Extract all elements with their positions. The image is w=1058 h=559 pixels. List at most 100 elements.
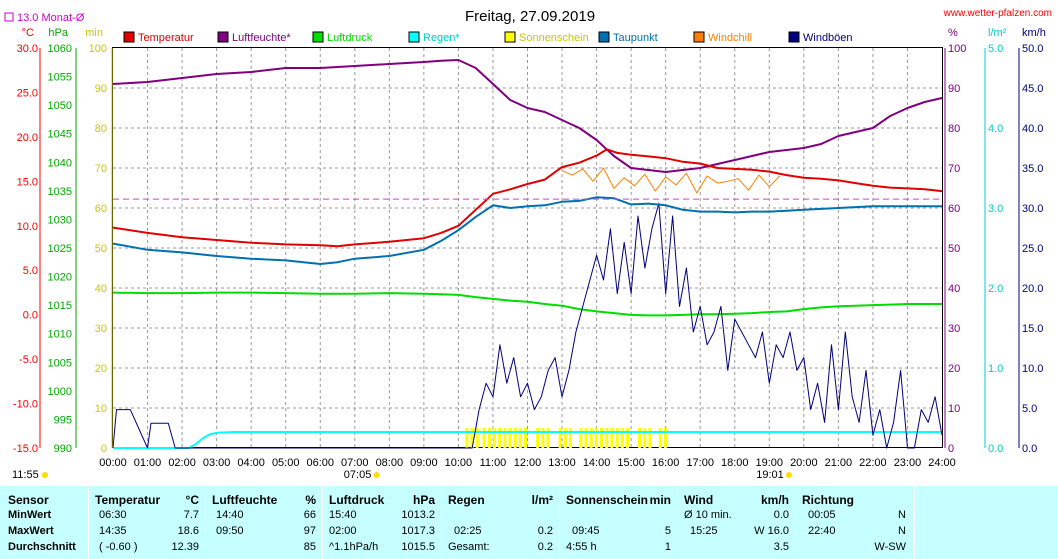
sun-time-label: 07:05 <box>344 469 372 481</box>
x-tick: 22:00 <box>859 457 887 469</box>
x-axis: 00:00 01:00 02:00 03:00 04:00 05:00 06:00 07:00… <box>12 457 956 481</box>
legend-swatch <box>123 31 135 43</box>
unit-rain: l/m² <box>988 27 1007 39</box>
stats-sonne-header: Sonnenschein <box>566 493 649 507</box>
series-regen <box>113 431 942 449</box>
grid <box>113 48 942 448</box>
stats-temp-avg-value: 12.39 <box>171 541 199 553</box>
legend-label: Luftfeuchte* <box>232 32 291 44</box>
tick-rain: 2.0 <box>988 283 1003 295</box>
legend-swatch <box>312 31 324 43</box>
tick-wind: 25.0 <box>1022 243 1043 255</box>
sunshine-bar <box>508 428 512 448</box>
x-tick: 09:00 <box>410 457 438 469</box>
sunshine-bars <box>465 428 667 448</box>
x-tick: 18:00 <box>721 457 749 469</box>
stats-temp-max-value: 18.6 <box>177 525 199 537</box>
stats-richtung-header: Richtung <box>802 493 854 507</box>
tick-pressure: 1045 <box>48 129 72 141</box>
tick-rain: 1.0 <box>988 363 1003 375</box>
month-avg-label: 13.0 Monat-Ø <box>17 12 85 24</box>
stats-press-avg-value: 1015.5 <box>401 541 435 553</box>
tick-pressure: 1015 <box>48 300 72 312</box>
tick-pressure: 1035 <box>48 186 72 198</box>
sun-icon <box>785 472 792 478</box>
stats-regen-unit: l/m² <box>531 493 553 507</box>
sunshine-bar <box>620 428 624 448</box>
tick-humidity: 90 <box>948 83 960 95</box>
x-tick: 13:00 <box>548 457 576 469</box>
stats-row-label-max: MaxWert <box>8 525 54 537</box>
tick-humidity: 70 <box>948 163 960 175</box>
sunshine-bar <box>482 428 486 448</box>
stats-hum-min-value: 66 <box>303 509 316 521</box>
series-layer <box>112 59 943 449</box>
stats-press-max-value: 1017.3 <box>401 525 435 537</box>
sunshine-bar <box>579 428 583 448</box>
stats-row-label-min: MinWert <box>8 509 52 521</box>
sunshine-bar <box>498 428 502 448</box>
tick-minutes: 30 <box>95 323 107 335</box>
series-luftdruck <box>112 291 942 317</box>
x-tick: 24:00 <box>928 457 956 469</box>
stats-hum-avg-value: 85 <box>303 541 316 553</box>
tick-pressure: 990 <box>54 443 72 455</box>
stats-luftfeuchte: Luftfeuchte % 14:40 66 09:50 97 85 <box>206 486 322 559</box>
x-tick: 00:00 <box>99 457 127 469</box>
sunshine-bar <box>503 428 507 448</box>
tick-humidity: 100 <box>948 43 966 55</box>
tick-wind: 10.0 <box>1022 363 1043 375</box>
x-tick: 14:00 <box>583 457 611 469</box>
sun-icon <box>373 472 380 478</box>
tick-wind: 20.0 <box>1022 283 1043 295</box>
site-link[interactable]: www.wetter-pfalzen.com <box>943 8 1052 19</box>
tick-temp: 10.0 <box>17 221 38 233</box>
stats-temp-min-value: 7.7 <box>183 509 199 521</box>
stats-sonne-unit: min <box>649 493 671 507</box>
x-tick: 02:00 <box>168 457 196 469</box>
stats-regen-header: Regen <box>448 493 485 507</box>
x-tick: 21:00 <box>825 457 853 469</box>
tick-wind: 15.0 <box>1022 323 1043 335</box>
sunshine-bar <box>470 428 474 448</box>
tick-temp: 0.0 <box>23 310 38 322</box>
legend-label: Temperatur <box>138 32 194 44</box>
stats-table: Sensor MinWert MaxWert Durchschnitt Temp… <box>0 486 1058 559</box>
tick-wind: 30.0 <box>1022 203 1043 215</box>
sunshine-bar <box>638 428 642 448</box>
stats-luftdruck: Luftdruck hPa 15:40 1013.2 02:00 1017.3 … <box>323 486 441 559</box>
legend: Temperatur Luftfeuchte* Luftdruck Regen* Son… <box>123 31 853 44</box>
tick-wind: 0.0 <box>1022 443 1037 455</box>
stats-sun-max-value: 5 <box>664 525 671 537</box>
tick-temp: 20.0 <box>17 132 38 144</box>
tick-pressure: 1020 <box>48 272 72 284</box>
tick-minutes: 100 <box>89 43 107 55</box>
tick-wind: 40.0 <box>1022 123 1043 135</box>
tick-minutes: 90 <box>95 83 107 95</box>
stats-wind-max-value: W 16.0 <box>754 525 789 537</box>
tick-humidity: 60 <box>948 203 960 215</box>
stats-luftdruck-header: Luftdruck <box>329 493 385 507</box>
tick-minutes: 20 <box>95 363 107 375</box>
stats-wind-unit: km/h <box>760 493 789 507</box>
legend-label: Luftdruck <box>327 32 373 44</box>
x-tick: 11:00 <box>480 457 507 469</box>
tick-humidity: 30 <box>948 323 960 335</box>
weather-chart: 30.0 25.0 20.0 15.0 10.0 5.0 0.0 -5.0 -10.0 -15.0… <box>4 8 1052 481</box>
stats-dir-min-time: 00:05 <box>808 509 836 521</box>
legend-label: Sonnenschein <box>519 32 589 44</box>
sunshine-bar <box>536 428 540 448</box>
x-tick: 23:00 <box>894 457 922 469</box>
series-windböen <box>112 202 943 449</box>
sunshine-bar <box>643 428 647 448</box>
series-temperatur <box>112 148 943 248</box>
stats-wind-current: 0.0 <box>773 509 789 521</box>
unit-wind: km/h <box>1022 27 1046 39</box>
tick-humidity: 50 <box>948 243 960 255</box>
stats-hum-max-value: 97 <box>303 525 316 537</box>
tick-rain: 4.0 <box>988 123 1003 135</box>
sunshine-bar <box>594 428 598 448</box>
stats-sensor-header: Sensor <box>8 493 49 507</box>
tick-humidity: 10 <box>948 403 960 415</box>
x-tick: 15:00 <box>617 457 645 469</box>
